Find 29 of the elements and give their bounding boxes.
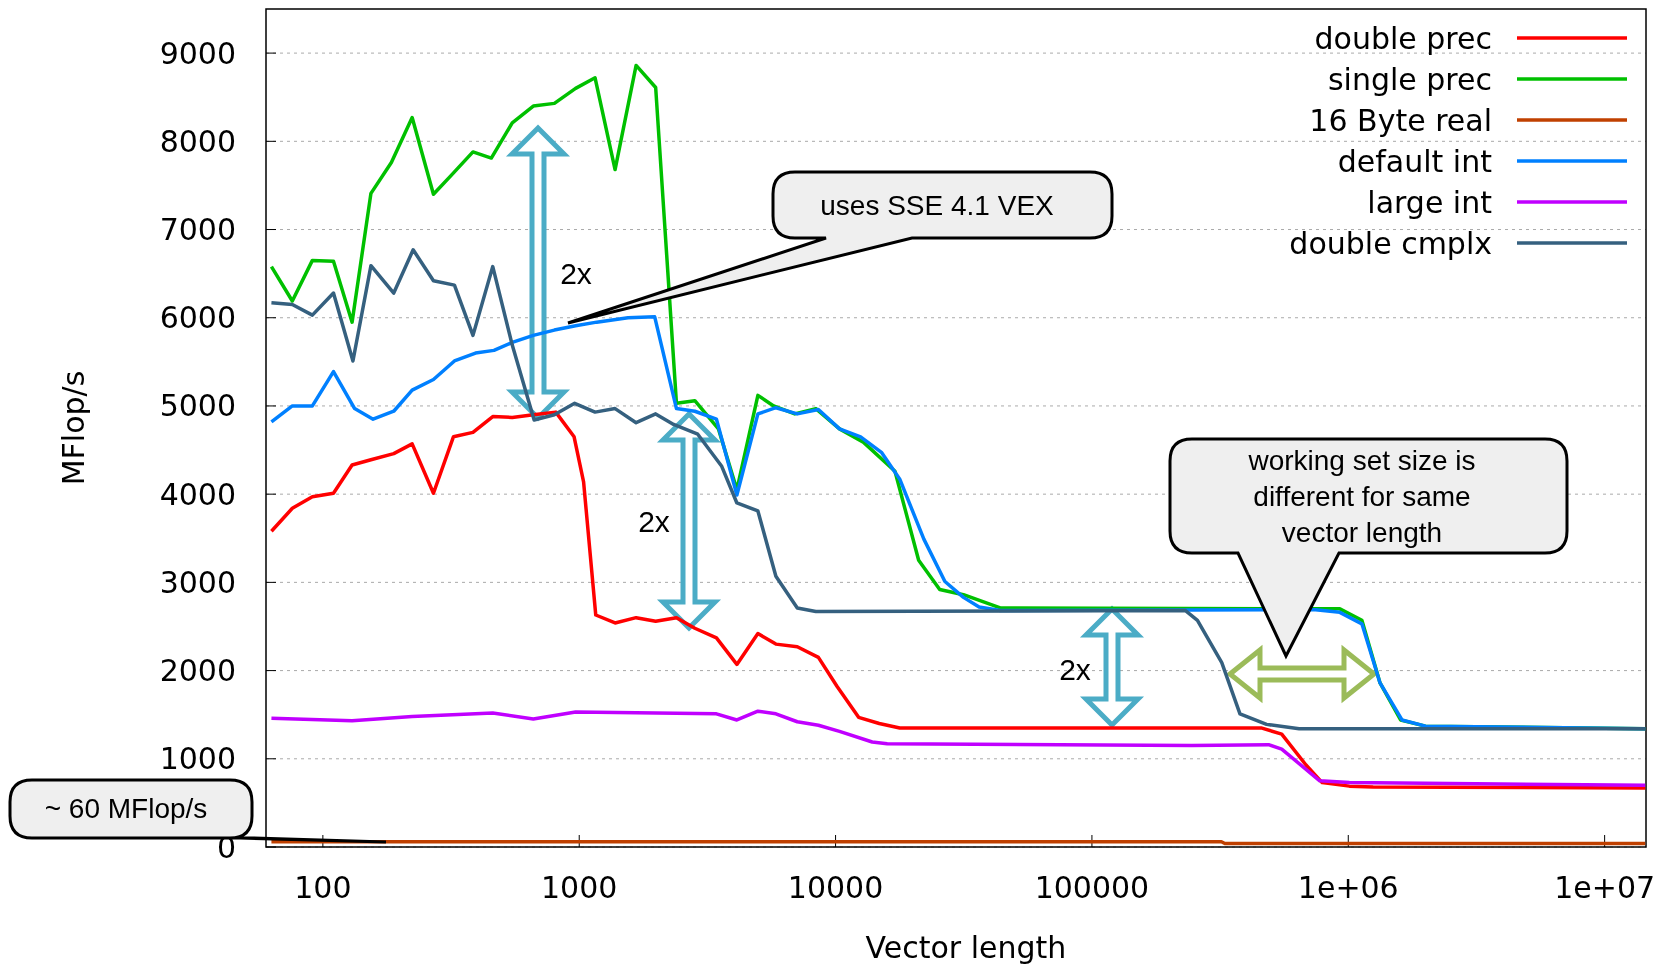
y-tick-label: 7000 [159, 212, 236, 248]
y-tick-label: 4000 [159, 476, 236, 512]
y-tick-label: 6000 [159, 300, 236, 336]
y-tick-label: 1000 [159, 741, 236, 777]
annotation: 2x [560, 256, 592, 290]
y-tick-label: 5000 [159, 388, 236, 424]
x-tick-label: 1e+07 [1554, 870, 1656, 905]
y-tick-label: 2000 [159, 653, 236, 689]
x-tick-label: 100000 [1034, 870, 1150, 905]
x-tick-label: 10000 [787, 870, 884, 905]
x-tick-label: 1e+06 [1297, 870, 1399, 905]
x-tick-label: 1000 [541, 870, 618, 905]
x-tick-label: 100 [294, 870, 352, 905]
annotation: uses SSE 4.1 VEX [820, 189, 1055, 221]
y-axis-title: MFlop/s [56, 370, 91, 486]
legend-label: 16 Byte real [1309, 102, 1492, 138]
legend-label: double cmplx [1289, 225, 1492, 261]
y-tick-label: 8000 [159, 123, 236, 159]
annotation: working set size is different for same vector length [1247, 444, 1476, 548]
legend-label: double prec [1314, 20, 1492, 56]
x-axis-title: Vector length [865, 930, 1067, 965]
text: ~ 60 MFlop/s [44, 792, 208, 824]
legend-label: default int [1337, 143, 1493, 179]
legend-label: single prec [1327, 61, 1492, 97]
y-tick-label: 3000 [159, 564, 236, 600]
legend-label: large int [1367, 184, 1493, 220]
y-tick-label: 9000 [159, 35, 236, 71]
annotation: 2x [638, 504, 670, 538]
annotation: 2x [1059, 652, 1091, 686]
